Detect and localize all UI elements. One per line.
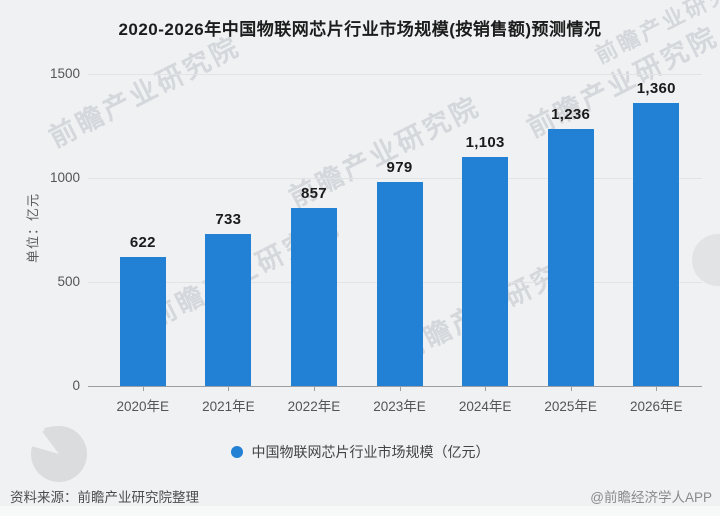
legend: 中国物联网芯片行业市场规模（亿元） (0, 442, 720, 462)
bar-value-label: 733 (215, 210, 242, 228)
axis-tick (485, 386, 487, 391)
bar-column: 1,103 2024年E (442, 74, 528, 414)
y-axis-unit-label: 单位：亿元 (25, 192, 41, 264)
x-axis-category-label: 2023年E (373, 399, 426, 414)
y-axis-tick-label: 1500 (49, 66, 80, 81)
axis-tick (228, 386, 230, 391)
axis-tick (570, 386, 572, 391)
bar-column: 979 2023年E (357, 74, 443, 414)
y-axis-tick-label: 1000 (49, 170, 80, 185)
bar (376, 182, 423, 386)
axis-tick (142, 386, 144, 391)
bar-column: 857 2022年E (271, 74, 357, 414)
y-axis-tick-label: 0 (72, 378, 80, 393)
axis-tick (313, 386, 315, 391)
x-axis-category-label: 2024年E (458, 399, 512, 414)
bar-value-label: 1,360 (636, 80, 676, 98)
bar-column: 622 2020年E (100, 74, 186, 414)
gridline (88, 178, 702, 179)
axis-tick (399, 386, 401, 391)
bar (547, 128, 594, 386)
chart-title: 2020-2026年中国物联网芯片行业市场规模(按销售额)预测情况 (118, 20, 602, 39)
plot-area: 622 2020年E 733 2021年E 857 2022年E 979 2023年E 1,10… (88, 74, 702, 414)
bar (119, 256, 166, 386)
gridline (88, 74, 702, 75)
bar-column: 1,360 2026年E (613, 74, 699, 414)
source-text: 资料来源：前瞻产业研究院整理 (10, 490, 199, 505)
x-axis-category-label: 2025年E (544, 399, 597, 414)
x-axis-line (88, 386, 702, 387)
legend-dot-icon (230, 446, 243, 458)
legend-label: 中国物联网芯片行业市场规模（亿元） (251, 444, 490, 460)
bar (205, 233, 252, 386)
bottom-strip (0, 506, 720, 516)
bar-value-label: 979 (386, 159, 413, 177)
x-axis-category-label: 2020年E (116, 399, 170, 414)
bar-value-label: 622 (129, 233, 156, 251)
bar-column: 733 2021年E (186, 74, 272, 414)
x-axis-category-label: 2021年E (202, 399, 255, 414)
bar-value-label: 857 (300, 184, 327, 202)
bar-value-label: 1,103 (465, 133, 505, 151)
bar (633, 103, 680, 386)
bar (290, 207, 337, 386)
y-axis-tick-label: 500 (57, 274, 80, 289)
bar (462, 156, 509, 386)
x-axis-category-label: 2026年E (629, 399, 683, 414)
app-credit-text: @前瞻经济学人APP (590, 490, 712, 505)
bar-series: 622 2020年E 733 2021年E 857 2022年E 979 2023年E 1,10… (100, 74, 699, 414)
x-axis-category-label: 2022年E (287, 399, 341, 414)
bar-value-label: 1,236 (551, 105, 591, 123)
bar-column: 1,236 2025年E (528, 74, 614, 414)
axis-tick (656, 386, 658, 391)
